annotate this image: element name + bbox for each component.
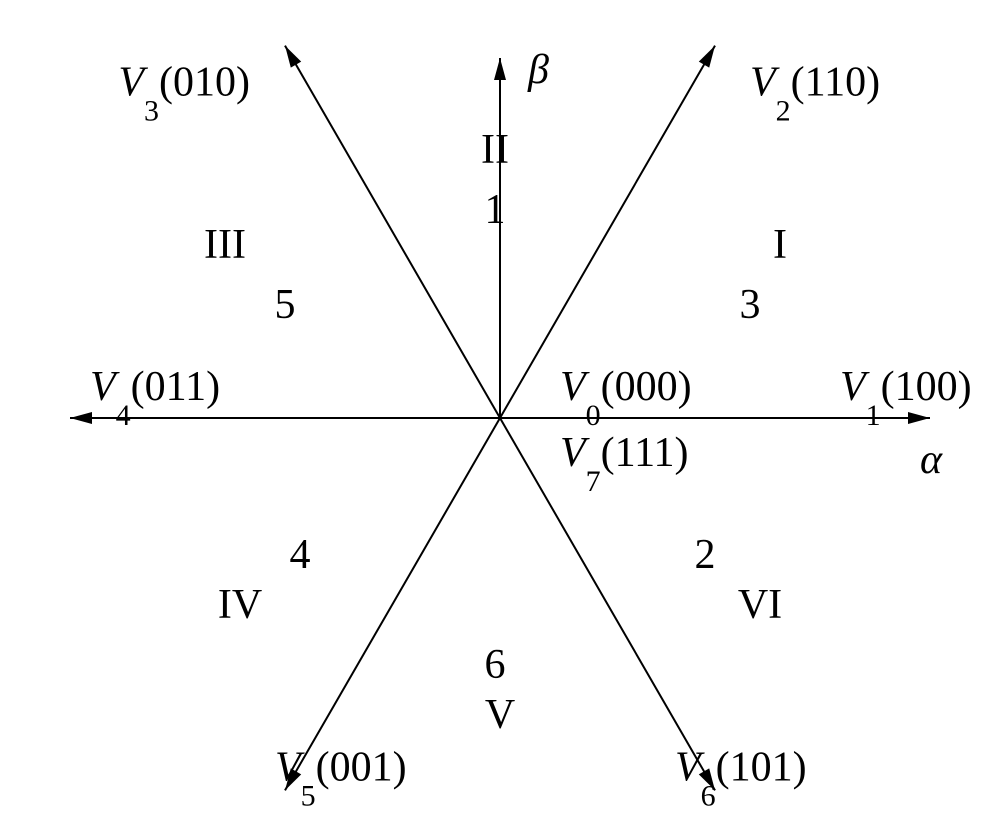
sector-roman-I: I: [773, 222, 787, 268]
label-beta-axis: β: [527, 47, 549, 93]
space-vector-diagram: V1(100) V2(110) V3(010) V4(011) V5(001) V6(10…: [0, 0, 1000, 837]
label-V7: V7(111): [560, 430, 689, 498]
axis-beta-arrowhead: [494, 58, 506, 80]
sector-roman-VI: VI: [738, 582, 782, 628]
vector-V5: [285, 418, 500, 790]
sector-arabic-2: 2: [695, 532, 716, 578]
sector-roman-III: III: [204, 222, 246, 268]
label-V1: V1(100): [840, 364, 972, 432]
sector-arabic-1: 1: [485, 187, 506, 233]
sector-arabic-4: 4: [290, 532, 311, 578]
vector-V3-arrowhead: [285, 46, 301, 68]
label-V6: V6(101): [675, 744, 807, 812]
vector-V4-arrowhead: [70, 412, 92, 424]
vector-V1-arrowhead: [908, 412, 930, 424]
label-V0: V0(000): [560, 364, 692, 432]
sector-roman-IV: IV: [218, 582, 262, 628]
sector-roman-II: II: [481, 127, 509, 173]
sector-arabic-5: 5: [275, 282, 296, 328]
vector-V3: [285, 46, 500, 418]
label-V2: V2(110): [750, 60, 880, 128]
sector-arabic-6: 6: [485, 642, 506, 688]
label-V4: V4(011): [90, 364, 220, 432]
sector-arabic-3: 3: [740, 282, 761, 328]
vector-V2: [500, 46, 715, 418]
label-V3: V3(010): [118, 60, 250, 128]
vector-V2-arrowhead: [699, 46, 715, 68]
sector-roman-V: V: [485, 692, 515, 738]
label-V5: V5(001): [275, 744, 407, 812]
label-alpha-axis: α: [920, 437, 943, 483]
labels-group: V1(100) V2(110) V3(010) V4(011) V5(001) V6(10…: [90, 47, 972, 812]
